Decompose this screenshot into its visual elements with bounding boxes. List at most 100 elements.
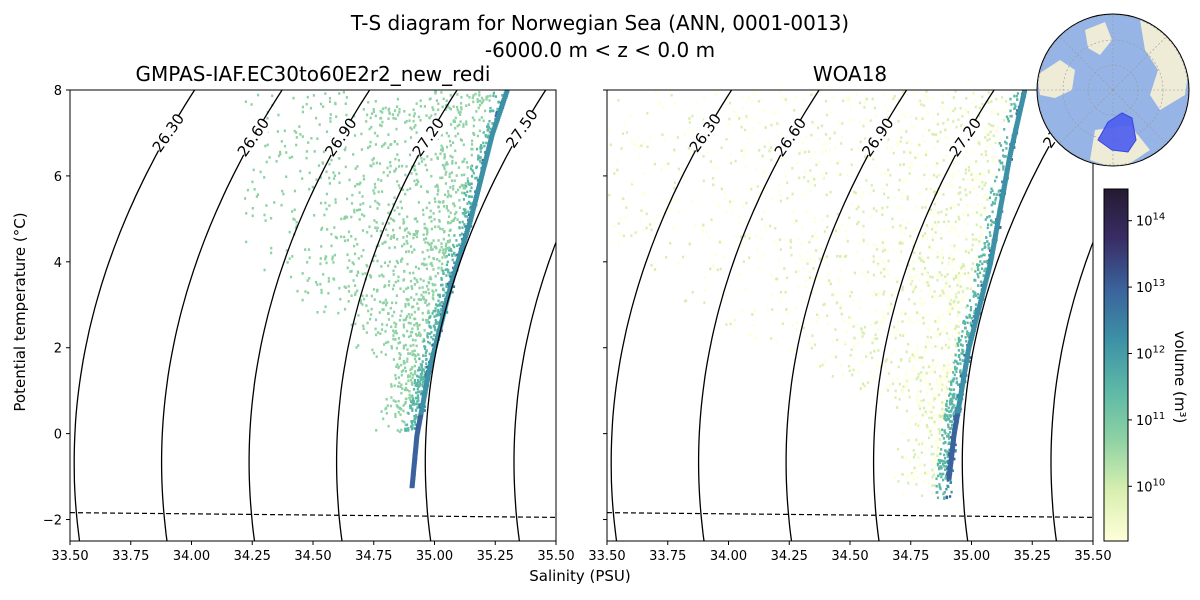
histogram-cell [410, 367, 413, 370]
ridge-cell [483, 159, 489, 163]
histogram-cell [802, 267, 805, 270]
histogram-cell [416, 406, 419, 409]
histogram-cell [910, 282, 913, 286]
histogram-cell [412, 397, 415, 400]
histogram-cell [917, 442, 920, 446]
ridge-cell [455, 258, 461, 262]
histogram-cell [945, 472, 949, 476]
histogram-cell [957, 338, 960, 342]
histogram-cell [830, 158, 833, 162]
histogram-cell [811, 120, 814, 124]
histogram-cell [936, 378, 939, 382]
histogram-cell [437, 303, 440, 307]
ridge-cell [958, 395, 963, 398]
histogram-cell [927, 256, 930, 259]
histogram-cell [902, 163, 905, 166]
histogram-cell [403, 229, 406, 232]
histogram-cell [942, 185, 945, 189]
histogram-cell [900, 113, 903, 116]
histogram-cell [962, 296, 965, 299]
histogram-cell [456, 108, 459, 112]
histogram-cell [816, 313, 819, 316]
histogram-cell [816, 320, 819, 323]
histogram-cell [325, 130, 329, 133]
histogram-cell [920, 254, 923, 258]
histogram-cell [930, 370, 933, 374]
histogram-cell [409, 245, 413, 248]
ridge-cell [979, 294, 985, 297]
histogram-cell [998, 159, 1001, 163]
histogram-cell [950, 370, 953, 374]
histogram-cell [437, 313, 441, 317]
ridge-cell [446, 290, 452, 294]
ridge-cell [1013, 126, 1019, 130]
histogram-cell [904, 457, 908, 460]
histogram-cell [430, 114, 433, 118]
histogram-cell [981, 283, 984, 287]
histogram-cell [433, 334, 436, 337]
histogram-cell [821, 174, 825, 177]
histogram-cell [459, 113, 462, 116]
x-tick: 35.00 [416, 541, 453, 564]
histogram-cell [991, 129, 994, 132]
histogram-cell [370, 112, 374, 115]
ridge-cell [996, 212, 1002, 216]
histogram-cell [402, 346, 405, 350]
histogram-cell [931, 276, 934, 279]
histogram-cell [351, 261, 354, 264]
histogram-cell [978, 116, 981, 119]
histogram-cell [986, 261, 989, 265]
histogram-cell [270, 251, 273, 255]
ridge-cell [485, 151, 491, 155]
histogram-cell [913, 287, 916, 291]
histogram-cell [448, 175, 451, 179]
histogram-cell [897, 119, 900, 123]
ridge-cell [490, 131, 496, 135]
histogram-cell [896, 328, 899, 332]
histogram-cell [962, 349, 965, 353]
histogram-cell [946, 484, 949, 488]
histogram-cell [469, 189, 472, 193]
histogram-cell [972, 290, 975, 293]
histogram-cell [306, 279, 309, 282]
histogram-cell [908, 298, 911, 301]
histogram-cell [968, 169, 971, 172]
histogram-cell [763, 145, 766, 148]
histogram-cell [425, 168, 429, 172]
histogram-cell [428, 341, 431, 345]
histogram-cell [449, 123, 453, 126]
histogram-cell [406, 315, 409, 318]
histogram-cell [963, 264, 966, 268]
histogram-cell [986, 139, 989, 142]
histogram-cell [1005, 147, 1008, 150]
histogram-cell [425, 232, 429, 236]
histogram-cell [330, 244, 333, 248]
histogram-cell [639, 217, 642, 220]
ridge-cell [474, 195, 479, 199]
ridge-cell [961, 373, 967, 377]
histogram-cell [649, 223, 652, 226]
histogram-cell [952, 342, 955, 346]
histogram-cell [770, 294, 773, 297]
histogram-cell [471, 147, 474, 151]
histogram-cell [946, 136, 949, 140]
histogram-cell [901, 473, 904, 476]
histogram-cell [389, 404, 393, 408]
histogram-cell [979, 280, 983, 284]
histogram-cell [936, 112, 940, 116]
histogram-cell [321, 162, 324, 165]
histogram-cell [650, 228, 653, 232]
histogram-cell [864, 325, 867, 329]
histogram-cell [783, 267, 786, 270]
histogram-cell [263, 176, 266, 179]
histogram-cell [390, 383, 393, 386]
histogram-cell [667, 162, 670, 165]
histogram-cell [720, 187, 723, 191]
histogram-cell [452, 105, 455, 108]
histogram-cell [445, 282, 448, 286]
histogram-cell [325, 207, 328, 211]
histogram-cell [362, 174, 365, 178]
ridge-cell [420, 401, 426, 405]
histogram-cell [943, 464, 946, 468]
ridge-cell [418, 411, 424, 415]
